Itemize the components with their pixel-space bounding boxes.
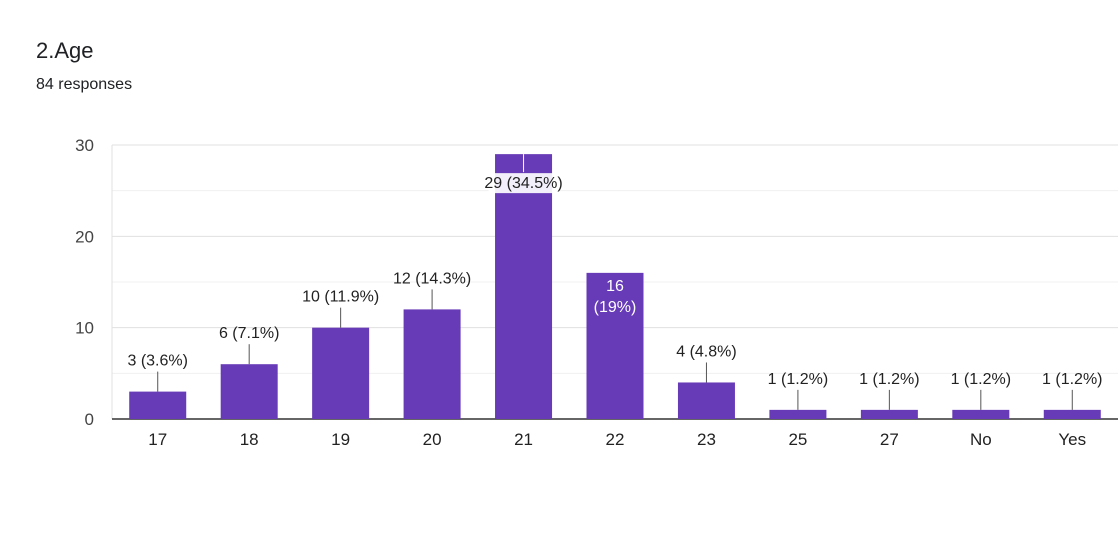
y-tick-label: 30 <box>75 136 94 155</box>
data-label: 29 (34.5%) <box>484 175 562 192</box>
x-tick-label: No <box>970 430 992 449</box>
data-label: 3 (3.6%) <box>127 353 187 370</box>
bar-23[interactable] <box>677 382 735 419</box>
bar-25[interactable] <box>769 409 827 419</box>
data-label: 1 (1.2%) <box>859 371 919 388</box>
x-tick-label: 23 <box>697 430 716 449</box>
data-label: 1 (1.2%) <box>768 371 828 388</box>
bar-22[interactable] <box>586 272 644 419</box>
bar-27[interactable] <box>860 409 918 419</box>
x-tick-label: 17 <box>148 430 167 449</box>
bar-17[interactable] <box>129 391 187 419</box>
label-background <box>488 173 559 194</box>
bar-Yes[interactable] <box>1043 409 1101 419</box>
x-tick-label: Yes <box>1058 430 1086 449</box>
data-label: 16 (19%) <box>594 278 637 316</box>
data-labels: 3 (3.6%) 6 (7.1%) 10 (11.9%) 12 (14.3%) 29 (… <box>127 154 1103 410</box>
y-tick-label: 20 <box>75 227 94 246</box>
data-label: 12 (14.3%) <box>393 270 471 287</box>
y-tick-label: 0 <box>85 410 94 429</box>
bar-No[interactable] <box>952 409 1010 419</box>
y-tick-label: 10 <box>75 319 94 338</box>
data-label: 6 (7.1%) <box>219 325 279 342</box>
data-label: 10 (11.9%) <box>302 289 379 306</box>
data-label: 4 (4.8%) <box>676 343 736 360</box>
x-tick-label: 19 <box>331 430 350 449</box>
x-tick-label: 22 <box>606 430 625 449</box>
response-count: 84 responses <box>36 76 133 93</box>
bar-19[interactable] <box>312 327 370 419</box>
bar-21[interactable] <box>495 154 553 419</box>
chart-title: 2.Age <box>36 38 94 63</box>
x-tick-label: 27 <box>880 430 899 449</box>
data-label: 1 (1.2%) <box>1042 371 1102 388</box>
data-label: 1 (1.2%) <box>951 371 1011 388</box>
bar-18[interactable] <box>220 364 278 419</box>
bar-20[interactable] <box>403 309 461 419</box>
x-tick-label: 18 <box>240 430 259 449</box>
x-tick-label: 20 <box>423 430 442 449</box>
x-tick-label: 25 <box>788 430 807 449</box>
bars <box>129 154 1101 419</box>
x-tick-label: 21 <box>514 430 533 449</box>
